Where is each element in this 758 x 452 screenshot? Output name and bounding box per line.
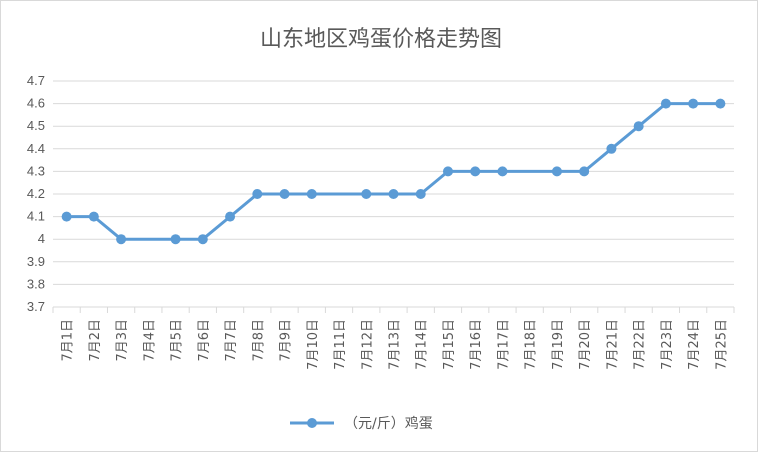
y-tick-label: 3.7 xyxy=(27,299,45,314)
data-point xyxy=(688,98,699,109)
x-tick-label: 7月23日 xyxy=(660,319,675,370)
y-tick-label: 3.9 xyxy=(27,254,45,269)
data-point xyxy=(497,166,508,177)
x-tick-label: 7月10日 xyxy=(306,319,321,370)
series-layer xyxy=(61,98,726,245)
x-tick-label: 7月3日 xyxy=(115,319,130,362)
data-point xyxy=(715,98,726,109)
series-line xyxy=(66,102,721,241)
legend-label: （元/斤）鸡蛋 xyxy=(344,415,433,432)
x-tick-label: 7月16日 xyxy=(469,319,484,370)
x-tick-label: 7月8日 xyxy=(251,319,266,362)
data-point xyxy=(88,211,99,222)
data-point xyxy=(361,189,372,199)
y-tick-label: 4.3 xyxy=(27,163,45,178)
y-tick-label: 4.5 xyxy=(27,118,45,133)
legend: （元/斤）鸡蛋 xyxy=(290,415,433,432)
x-tick-label: 7月11日 xyxy=(333,319,348,370)
y-tick-label: 4.2 xyxy=(27,186,45,201)
x-tick-label: 7月20日 xyxy=(578,319,593,370)
data-point xyxy=(415,189,426,199)
x-tick-label: 7月6日 xyxy=(197,319,212,362)
data-point xyxy=(225,211,236,222)
x-tick-label: 7月18日 xyxy=(524,319,539,370)
data-point xyxy=(197,234,208,245)
x-tick-label: 7月15日 xyxy=(442,319,457,370)
data-point xyxy=(660,98,671,109)
x-tick-label: 7月19日 xyxy=(551,319,566,370)
x-tick-label: 7月7日 xyxy=(224,319,239,362)
x-tick-label: 7月9日 xyxy=(279,319,294,362)
y-tick-label: 4.6 xyxy=(27,96,45,111)
data-point xyxy=(279,189,290,199)
x-tick-label: 7月21日 xyxy=(605,319,620,370)
data-point xyxy=(633,121,644,132)
data-point xyxy=(579,166,590,177)
x-tick-label: 7月13日 xyxy=(388,319,403,370)
data-point xyxy=(252,189,263,199)
data-point xyxy=(388,189,399,199)
x-tick-label: 7月5日 xyxy=(170,319,185,362)
x-tick-label: 7月24日 xyxy=(687,319,702,370)
data-point xyxy=(442,166,453,177)
data-point xyxy=(606,143,617,154)
x-tick-label: 7月17日 xyxy=(496,319,511,370)
data-point xyxy=(306,189,317,199)
data-point xyxy=(551,166,562,177)
data-point xyxy=(470,166,481,177)
x-axis: 7月1日 7月2日 7月3日 7月4日 7月5日 7月6日 7月7日 7月8日 7月9日 7月10… xyxy=(61,319,730,370)
y-tick-label: 4.7 xyxy=(27,73,45,88)
x-tick-label: 7月4日 xyxy=(142,319,157,362)
x-tick-label: 7月1日 xyxy=(61,319,76,362)
x-tick-label: 7月14日 xyxy=(415,319,430,370)
y-tick-label: 4 xyxy=(38,231,45,246)
y-tick-label: 3.8 xyxy=(27,276,45,291)
chart-title: 山东地区鸡蛋价格走势图 xyxy=(260,27,502,52)
x-tick-label: 7月2日 xyxy=(88,319,103,362)
legend-point-marker xyxy=(307,418,317,428)
y-tick-label: 4.1 xyxy=(27,209,45,224)
x-tick-label: 7月22日 xyxy=(633,319,648,370)
y-tick-label: 4.4 xyxy=(27,141,45,156)
data-point xyxy=(116,234,127,245)
data-point xyxy=(61,211,72,222)
data-point xyxy=(170,234,181,245)
x-tick-label: 7月25日 xyxy=(714,319,729,370)
x-tick-label: 7月12日 xyxy=(360,319,375,370)
y-axis: 3.7 3.8 3.9 4 4.1 4.2 4.3 4.4 4.5 4.6 4.7 xyxy=(27,73,45,314)
